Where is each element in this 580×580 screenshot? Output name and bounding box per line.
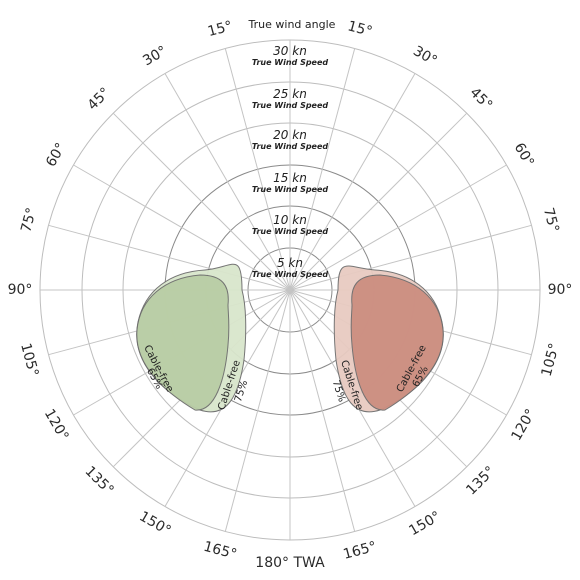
speed-20-value: 20 kn — [273, 128, 307, 142]
speed-20-sub: True Wind Speed — [252, 142, 329, 151]
speed-10-sub: True Wind Speed — [252, 227, 329, 236]
angle-label-port-150: 150° — [136, 508, 173, 539]
spoke-330 — [164, 73, 291, 291]
speed-30-sub: True Wind Speed — [252, 58, 329, 67]
spoke-195 — [224, 289, 291, 532]
angle-label-starboard-15: 15° — [346, 18, 374, 40]
bottom-label: 180° TWA — [255, 555, 325, 571]
diagram-title: True wind angle — [248, 18, 336, 31]
angle-label-starboard-105: 105° — [539, 342, 563, 379]
angle-label-port-120: 120° — [41, 406, 72, 443]
spoke-30 — [289, 73, 416, 291]
spoke-285 — [48, 224, 291, 291]
speed-labels: 5 kn True Wind Speed 10 kn True Wind Spe… — [252, 44, 329, 279]
angle-label-starboard-90: 90° — [548, 282, 573, 298]
angle-label-starboard-75: 75° — [540, 206, 562, 234]
speed-10-value: 10 kn — [273, 213, 307, 227]
angle-spokes — [40, 40, 540, 540]
spoke-45 — [289, 112, 468, 291]
speed-5-sub: True Wind Speed — [252, 270, 329, 279]
spoke-75 — [289, 224, 532, 291]
spoke-165 — [289, 289, 356, 532]
angle-label-starboard-45: 45° — [466, 85, 495, 114]
angle-label-port-60: 60° — [43, 140, 69, 170]
angle-label-starboard-150: 150° — [406, 508, 443, 539]
speed-5-value: 5 kn — [277, 256, 303, 270]
speed-15-value: 15 kn — [273, 171, 307, 185]
cable-free-zones — [136, 263, 444, 413]
spoke-15 — [289, 48, 356, 291]
angle-label-port-45: 45° — [85, 85, 114, 114]
angle-label-starboard-60: 60° — [511, 140, 537, 170]
spoke-315 — [112, 112, 291, 291]
angle-label-starboard-30: 30° — [410, 43, 440, 69]
angle-label-starboard-135: 135° — [463, 463, 498, 498]
angle-label-port-75: 75° — [18, 206, 40, 234]
zone-right-65 — [350, 274, 444, 411]
angle-label-port-105: 105° — [17, 342, 41, 379]
zone-left-65 — [136, 274, 230, 411]
angle-label-port-90: 90° — [8, 282, 33, 298]
angle-label-starboard-120: 120° — [508, 406, 539, 443]
spoke-300 — [73, 164, 291, 291]
angle-label-starboard-165: 165° — [342, 539, 379, 563]
spoke-345 — [224, 48, 291, 291]
angle-label-port-30: 30° — [140, 43, 170, 69]
spoke-60 — [289, 164, 507, 291]
speed-30-value: 30 kn — [273, 44, 307, 58]
angle-label-port-15: 15° — [206, 18, 234, 40]
angle-label-port-165: 165° — [202, 539, 239, 563]
speed-15-sub: True Wind Speed — [252, 185, 329, 194]
speed-25-sub: True Wind Speed — [252, 101, 329, 110]
angle-label-port-135: 135° — [82, 463, 117, 498]
speed-25-value: 25 kn — [273, 87, 307, 101]
